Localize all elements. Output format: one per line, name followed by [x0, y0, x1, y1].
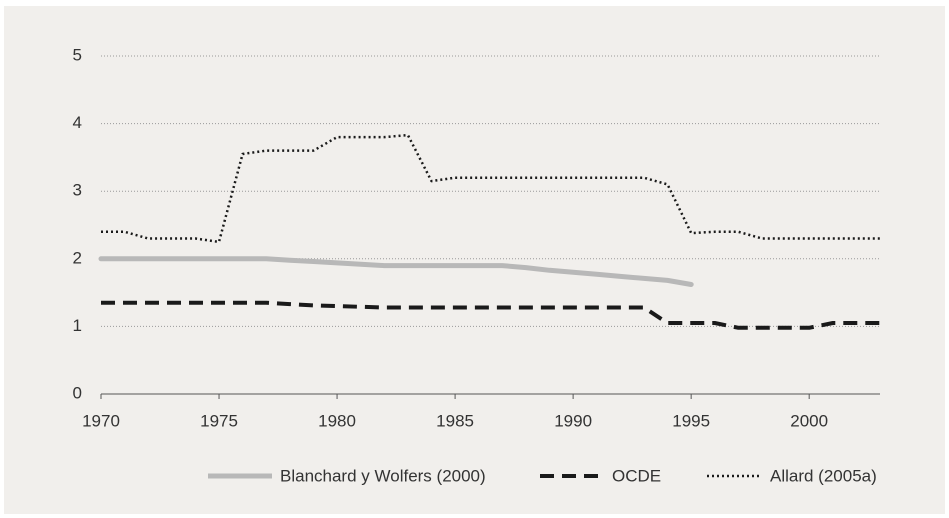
- legend-label: OCDE: [612, 466, 661, 485]
- y-tick-label: 0: [73, 383, 82, 402]
- x-tick-label: 1980: [318, 411, 356, 430]
- y-tick-label: 5: [73, 45, 82, 64]
- x-tick-label: 1995: [672, 411, 710, 430]
- legend-label: Allard (2005a): [770, 466, 877, 485]
- x-tick-label: 1975: [200, 411, 238, 430]
- x-tick-label: 2000: [790, 411, 828, 430]
- y-tick-label: 3: [73, 181, 82, 200]
- x-tick-label: 1970: [82, 411, 120, 430]
- x-tick-label: 1985: [436, 411, 474, 430]
- x-tick-label: 1990: [554, 411, 592, 430]
- series-line: [101, 133, 880, 244]
- series-line: [98, 256, 694, 287]
- y-tick-label: 2: [73, 248, 82, 267]
- legend-label: Blanchard y Wolfers (2000): [280, 466, 486, 485]
- y-tick-label: 4: [73, 113, 82, 132]
- y-tick-label: 1: [73, 316, 82, 335]
